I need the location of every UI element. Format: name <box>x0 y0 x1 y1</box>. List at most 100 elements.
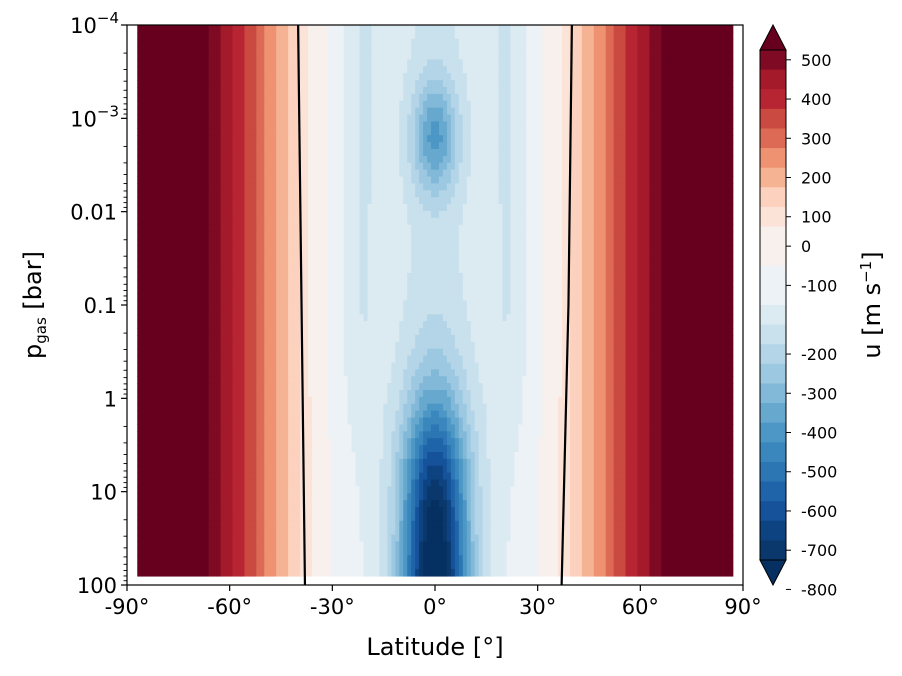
field-cell <box>300 66 305 74</box>
field-cell <box>232 155 238 164</box>
field-cell <box>315 148 321 157</box>
field-cell <box>617 135 623 143</box>
field-cell <box>502 38 508 47</box>
field-cell <box>589 66 595 74</box>
field-cell <box>538 38 543 47</box>
field-cell <box>145 142 150 150</box>
field-cell <box>363 59 369 67</box>
field-cell <box>577 38 583 47</box>
field-cell <box>415 52 420 61</box>
field-cell <box>161 59 166 67</box>
field-cell <box>248 121 253 129</box>
field-cell <box>280 86 285 95</box>
field-cell <box>633 80 639 88</box>
field-cell <box>371 217 377 226</box>
field-cell <box>645 121 650 129</box>
field-cell <box>689 100 694 109</box>
field-cell <box>526 128 531 136</box>
field-cell <box>486 121 492 129</box>
field-cell <box>264 238 269 246</box>
field-cell <box>538 100 543 109</box>
field-cell <box>446 169 452 178</box>
field-cell <box>681 169 686 178</box>
field-cell <box>677 80 682 88</box>
field-cell <box>454 86 460 95</box>
field-cell <box>494 190 500 198</box>
field-cell <box>704 66 710 74</box>
field-cell <box>673 155 678 164</box>
field-cell <box>303 197 309 205</box>
field-cell <box>184 73 190 81</box>
field-cell <box>184 31 190 40</box>
field-cell <box>621 245 627 253</box>
field-cell <box>589 238 595 246</box>
field-cell <box>224 66 230 74</box>
field-cell <box>260 155 265 164</box>
field-cell <box>212 204 218 212</box>
field-cell <box>482 224 488 233</box>
field-cell <box>204 176 210 184</box>
field-cell <box>530 238 535 246</box>
field-cell <box>665 66 670 74</box>
field-cell <box>621 38 627 47</box>
field-cell <box>165 66 170 74</box>
field-cell <box>454 45 460 54</box>
field-cell <box>712 204 718 212</box>
field-cell <box>542 128 547 136</box>
field-cell <box>184 169 190 178</box>
field-cell <box>288 210 293 219</box>
field-cell <box>375 45 381 54</box>
field-cell <box>625 86 631 95</box>
field-cell <box>216 238 222 246</box>
field-cell <box>689 197 694 205</box>
field-cell <box>685 204 690 212</box>
field-cell <box>303 107 309 116</box>
field-cell <box>149 114 154 123</box>
field-cell <box>383 73 388 81</box>
field-cell <box>697 162 702 171</box>
field-cell <box>331 107 337 116</box>
field-cell <box>581 93 587 102</box>
field-cell <box>685 80 690 88</box>
field-cell <box>367 31 373 40</box>
field-cell <box>550 190 555 198</box>
field-cell <box>343 176 349 184</box>
field-cell <box>677 238 682 246</box>
field-cell <box>276 38 281 47</box>
field-cell <box>288 183 293 191</box>
field-cell <box>569 169 575 178</box>
field-cell <box>605 210 611 219</box>
field-cell <box>518 25 523 33</box>
field-cell <box>339 52 345 61</box>
field-cell <box>728 197 734 205</box>
field-cell <box>149 217 154 226</box>
field-cell <box>482 238 488 246</box>
field-cell <box>649 197 654 205</box>
field-cell <box>506 197 512 205</box>
field-cell <box>486 169 492 178</box>
field-cell <box>303 238 309 246</box>
field-cell <box>514 73 519 81</box>
field-cell <box>585 169 591 178</box>
field-cell <box>343 142 349 150</box>
field-cell <box>506 162 512 171</box>
field-cell <box>315 31 321 40</box>
field-cell <box>454 114 460 123</box>
field-cell <box>137 66 142 74</box>
field-cell <box>585 59 591 67</box>
field-cell <box>339 204 345 212</box>
field-cell <box>435 190 440 198</box>
field-cell <box>335 66 341 74</box>
field-cell <box>470 204 476 212</box>
field-cell <box>693 183 698 191</box>
field-cell <box>169 52 174 61</box>
field-cell <box>458 135 464 143</box>
field-cell <box>244 31 250 40</box>
field-cell <box>728 169 734 178</box>
field-cell <box>665 86 670 95</box>
field-cell <box>720 114 726 123</box>
field-cell <box>502 80 508 88</box>
field-cell <box>395 100 400 109</box>
field-cell <box>558 210 563 219</box>
field-cell <box>637 107 643 116</box>
